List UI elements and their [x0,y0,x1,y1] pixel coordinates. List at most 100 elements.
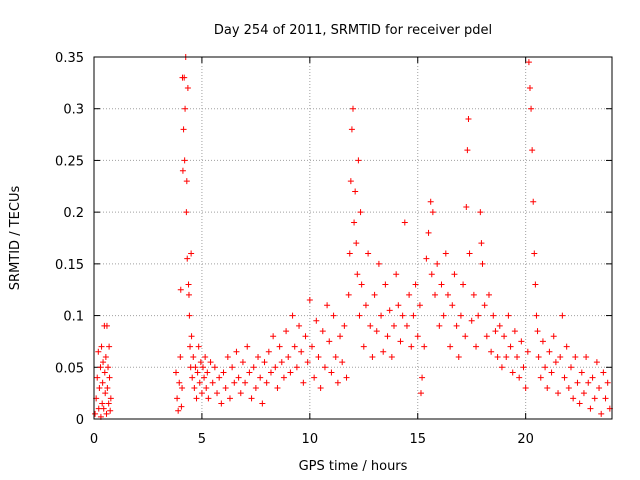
data-point-marker [98,343,105,350]
data-point-marker [231,379,238,386]
data-point-marker [598,410,605,417]
data-point-marker [100,405,107,412]
data-point-marker [455,353,462,360]
data-point-marker [218,400,225,407]
data-point-marker [463,203,470,210]
data-point-marker [447,343,454,350]
data-point-marker [478,240,485,247]
data-point-marker [384,333,391,340]
data-point-marker [182,105,189,112]
data-point-marker [242,379,249,386]
data-point-marker [341,322,348,329]
data-point-marker [220,369,227,376]
data-point-marker [201,374,208,381]
data-point-marker [528,105,535,112]
data-point-marker [255,353,262,360]
data-point-marker [494,353,501,360]
data-point-marker [181,157,188,164]
data-point-marker [313,317,320,324]
data-point-marker [449,302,456,309]
data-point-marker [202,353,209,360]
data-point-marker [252,384,259,391]
data-point-marker [457,312,464,319]
y-tick-label: 0.1 [63,310,84,325]
x-axis-label: GPS time / hours [299,459,408,474]
data-point-marker [105,364,112,371]
data-point-marker [371,291,378,298]
data-point-marker [184,85,191,92]
data-point-marker [196,379,203,386]
y-tick-label: 0.35 [55,51,84,66]
data-point-marker [298,348,305,355]
data-point-marker [438,281,445,288]
y-tick-label: 0.05 [55,361,84,376]
data-point-marker [496,322,503,329]
data-point-marker [257,374,264,381]
data-point-marker [107,395,114,402]
data-point-marker [184,255,191,262]
data-point-marker [317,384,324,391]
data-point-marker [539,338,546,345]
data-point-marker [291,343,298,350]
x-tick-label: 10 [302,432,319,447]
data-point-marker [591,395,598,402]
data-point-marker [233,348,240,355]
data-point-marker [177,286,184,293]
data-point-marker [304,359,311,366]
data-point-marker [552,359,559,366]
data-point-marker [356,312,363,319]
data-point-marker [373,328,380,335]
data-point-marker [283,328,290,335]
data-point-marker [393,271,400,278]
data-point-marker [574,379,581,386]
data-point-marker [544,384,551,391]
data-point-marker [280,374,287,381]
data-point-marker [535,353,542,360]
data-point-marker [261,359,268,366]
data-point-marker [490,312,497,319]
data-point-marker [358,281,365,288]
data-point-marker [518,338,525,345]
data-point-marker [285,353,292,360]
data-point-marker [321,364,328,371]
data-point-marker [353,240,360,247]
data-point-marker [465,116,472,123]
data-point-marker [369,353,376,360]
data-point-marker [188,250,195,257]
data-point-marker [436,322,443,329]
y-tick-label: 0.15 [55,258,84,273]
data-point-marker [585,379,592,386]
data-point-marker [296,322,303,329]
data-point-marker [596,384,603,391]
data-point-marker [278,359,285,366]
data-point-marker [406,291,413,298]
data-point-marker [600,369,607,376]
data-point-marker [348,126,355,133]
data-point-marker [388,353,395,360]
data-point-marker [334,379,341,386]
data-point-marker [355,157,362,164]
data-point-marker [505,312,512,319]
data-point-marker [559,312,566,319]
data-point-marker [106,374,113,381]
data-point-marker [198,390,205,397]
data-point-marker [235,374,242,381]
data-point-marker [287,369,294,376]
data-point-marker [343,374,350,381]
data-point-marker [481,302,488,309]
data-point-marker [466,250,473,257]
data-point-marker [365,250,372,257]
data-point-marker [180,126,187,133]
data-point-marker [246,369,253,376]
data-point-marker [555,390,562,397]
data-point-marker [526,85,533,92]
data-point-marker [546,348,553,355]
data-point-marker [185,281,192,288]
data-point-marker [470,291,477,298]
data-point-marker [395,302,402,309]
data-point-marker [428,271,435,278]
data-point-marker [178,403,185,410]
data-point-marker [460,281,467,288]
data-point-marker [103,322,110,329]
